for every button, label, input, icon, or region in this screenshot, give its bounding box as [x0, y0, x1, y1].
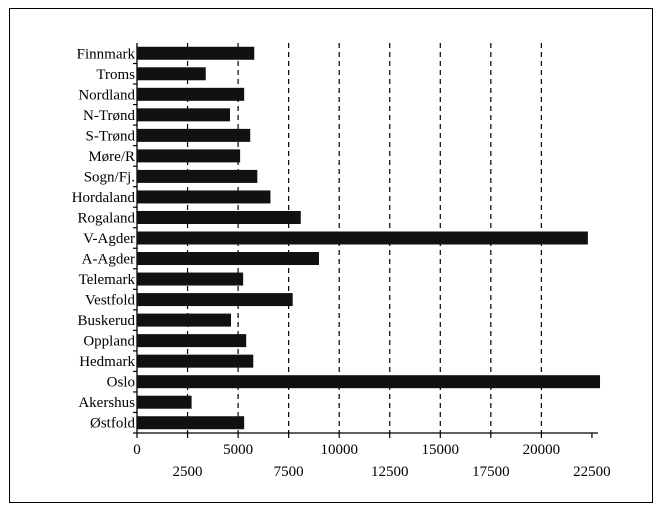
bar: [137, 128, 251, 142]
category-label: Finnmark: [77, 46, 136, 62]
bar: [137, 293, 293, 307]
x-tick-label: 15000: [422, 442, 460, 458]
x-tick-label: 0: [133, 442, 141, 458]
bar: [137, 395, 192, 409]
chart-frame: Finnmark Troms Nordland N-Trønd S-Trønd Møre/…: [9, 8, 653, 503]
x-tick-label: 10000: [320, 442, 358, 458]
bar: [137, 210, 301, 224]
x-tick-label: 2500: [173, 464, 203, 480]
bar: [137, 272, 244, 286]
bar: [137, 252, 319, 266]
bar: [137, 375, 601, 389]
category-label: Rogaland: [78, 210, 136, 226]
x-tick-label: 7500: [274, 464, 304, 480]
bar: [137, 354, 254, 368]
category-label: Buskerud: [78, 313, 136, 329]
x-tick-label: 22500: [573, 464, 611, 480]
bar: [137, 169, 258, 183]
x-tick-label: 12500: [371, 464, 409, 480]
x-tick-label: 17500: [472, 464, 510, 480]
bar: [137, 46, 255, 60]
category-label: Møre/R: [88, 149, 135, 165]
category-label: S-Trønd: [86, 128, 136, 144]
bar-chart: Finnmark Troms Nordland N-Trønd S-Trønd Møre/…: [72, 43, 611, 480]
bar: [137, 108, 231, 122]
x-tick-label: 5000: [223, 442, 253, 458]
bar: [137, 313, 232, 327]
category-label: Vestfold: [85, 293, 135, 309]
category-label: Telemark: [79, 272, 136, 288]
bar: [137, 231, 588, 245]
category-label: Hordaland: [72, 190, 136, 206]
category-label: Nordland: [78, 87, 135, 103]
category-label: Sogn/Fj.: [84, 169, 135, 185]
bar: [137, 190, 271, 204]
category-label: A-Agder: [82, 252, 135, 268]
category-label: Hedmark: [79, 354, 135, 370]
bar: [137, 334, 247, 348]
category-label: N-Trønd: [83, 108, 135, 124]
bar: [137, 416, 245, 430]
category-label: Oslo: [107, 375, 135, 391]
bar: [137, 87, 245, 101]
category-label: Oppland: [83, 334, 135, 350]
category-label: Akershus: [78, 395, 135, 411]
category-label: V-Agder: [83, 231, 135, 247]
bar: [137, 149, 241, 163]
bar: [137, 67, 206, 81]
x-tick-label: 20000: [523, 442, 561, 458]
category-label: Troms: [96, 67, 135, 83]
category-label: Østfold: [90, 416, 136, 432]
